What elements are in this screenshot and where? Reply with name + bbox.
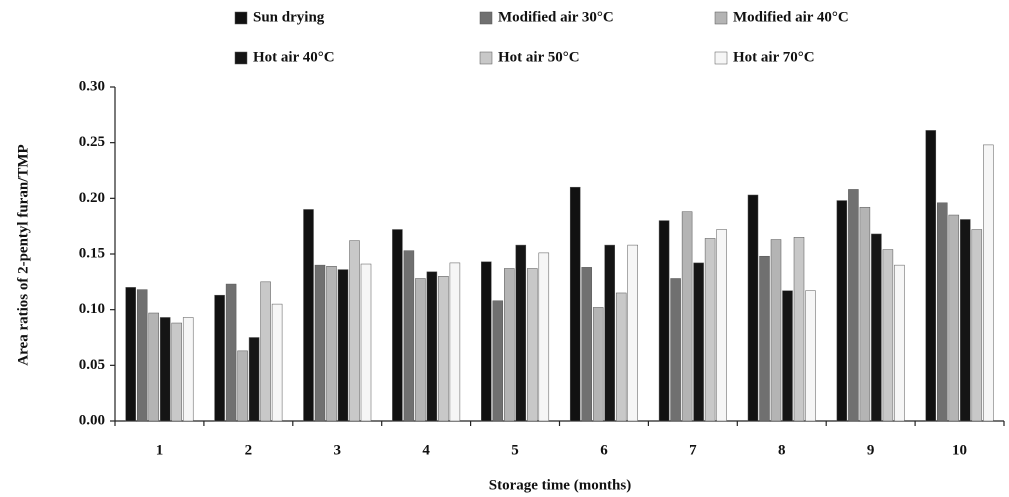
bar [836,200,848,422]
bar [538,252,550,422]
x-tick-label: 3 [334,442,342,458]
bar [782,290,793,422]
x-tick-label: 4 [422,442,430,458]
y-tick-label: 0.05 [79,357,105,373]
bar [948,214,960,422]
bar [337,269,349,422]
bar [360,263,372,422]
legend-label: Sun drying [253,9,325,25]
legend-label: Modified air 30°C [498,9,614,25]
legend-label: Hot air 70°C [733,49,815,65]
bar [747,194,759,422]
bar [481,261,492,422]
y-tick-label: 0.20 [79,190,105,206]
bar [658,220,670,422]
bar [704,238,716,422]
legend-swatch [714,51,728,65]
bar [136,289,148,422]
bar [248,337,260,422]
bar [627,244,638,422]
bar [937,202,948,422]
bar [770,239,782,422]
bar [426,271,438,422]
x-tick-label: 9 [867,442,875,458]
bar [159,317,171,422]
bar [182,317,194,422]
x-tick-label: 10 [952,442,967,458]
bar [349,240,360,422]
bar [592,307,604,422]
x-tick-label: 1 [156,442,164,458]
bar [449,262,461,422]
bar [604,244,615,422]
bar [225,283,237,422]
legend-swatch [479,51,493,65]
bar [569,186,581,422]
bar [871,233,882,422]
bar [793,237,805,422]
legend-swatch [714,11,728,25]
y-tick-label: 0.15 [79,245,105,261]
bar [260,281,271,422]
y-tick-label: 0.30 [79,78,105,94]
bar [615,292,627,422]
x-tick-label: 2 [245,442,253,458]
bar [670,278,681,422]
y-axis-label: Area ratios of 2-pentyl furan/TMP [15,144,31,365]
bar [971,229,983,422]
y-tick-label: 0.00 [79,412,105,428]
bar [237,350,248,422]
bar [171,322,182,422]
bar [859,206,871,422]
bar [438,276,449,422]
y-tick-label: 0.10 [79,301,105,317]
bar [403,250,415,422]
bar [504,268,515,422]
bar [681,211,693,422]
x-tick-label: 6 [600,442,608,458]
bar [805,290,816,422]
bar [894,264,905,422]
legend-swatch [479,11,493,25]
bar [882,249,894,422]
bar [515,244,527,422]
bar [693,262,704,422]
bar [848,189,859,422]
bar [326,265,337,422]
bar [581,267,592,422]
bar [983,144,994,422]
bar [415,278,426,422]
bar [492,300,504,422]
bar [527,268,538,422]
bar [303,209,314,422]
bar [392,229,403,422]
legend-swatch [234,51,248,65]
legend-label: Hot air 50°C [498,49,580,65]
bar [271,303,283,422]
x-tick-label: 5 [511,442,519,458]
bar [214,294,225,422]
bar [314,264,326,422]
bar [148,312,159,422]
x-tick-label: 8 [778,442,786,458]
bar [716,229,727,422]
x-axis-label: Storage time (months) [489,477,631,493]
bar [125,287,136,422]
bar [759,255,770,422]
y-tick-label: 0.25 [79,134,105,150]
bar [960,219,971,422]
bar [925,130,937,422]
legend-label: Hot air 40°C [253,49,335,65]
x-tick-label: 7 [689,442,697,458]
legend-label: Modified air 40°C [733,9,849,25]
legend-swatch [234,11,248,25]
